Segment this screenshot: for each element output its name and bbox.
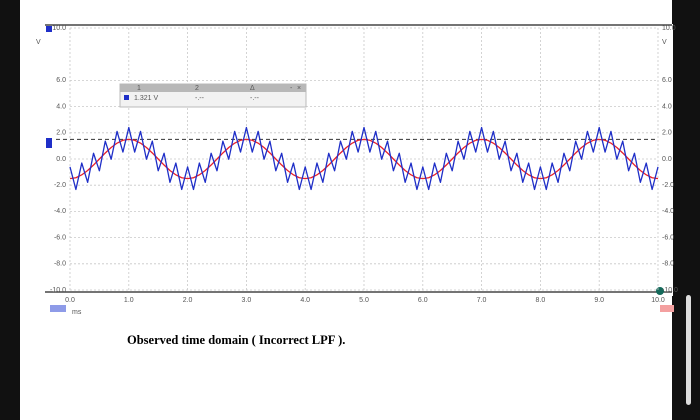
trace [69, 126, 659, 191]
cursor-header: 2 [195, 85, 199, 92]
cursor-box[interactable]: 1 2 Δ - × 1.321 V -.-- -.-- [119, 83, 307, 108]
y-tick-label: -10.0 [50, 287, 66, 294]
y-unit: V [36, 39, 41, 46]
trigger-marker[interactable] [46, 138, 52, 148]
cursor-reading: -.-- [250, 95, 260, 102]
y-tick-label: -2.0 [54, 182, 66, 189]
y-unit-right: V [662, 39, 667, 46]
channel-marker [46, 26, 52, 32]
cursor-header: 1 [137, 85, 141, 92]
y-tick-label: -6.0 [54, 234, 66, 241]
x-tick-label: 10.0 [651, 297, 665, 304]
y-tick-label: -8.0 [54, 261, 66, 268]
y-tick-label: 0.0 [56, 156, 66, 163]
y-tick-label-right: -2.0 [662, 182, 674, 189]
cursor-header: Δ [250, 85, 255, 92]
x-unit: ms [72, 309, 82, 316]
y-tick-label-right: 2.0 [662, 130, 672, 137]
x-tick-label: 7.0 [477, 297, 487, 304]
end-box [660, 305, 674, 312]
x-tick-label: 6.0 [418, 297, 428, 304]
trace [69, 138, 659, 180]
y-tick-label-right: -8.0 [662, 261, 674, 268]
close-button[interactable]: × [297, 85, 301, 92]
scrollbar[interactable] [686, 295, 691, 405]
left-border [0, 0, 20, 420]
timebase-marker [50, 305, 66, 312]
y-tick-label-right: -4.0 [662, 208, 674, 215]
scope-panel [45, 24, 673, 296]
x-tick-label: 1.0 [124, 297, 134, 304]
x-tick-label: 4.0 [300, 297, 310, 304]
x-tick-label: 0.0 [65, 297, 75, 304]
caption: Observed time domain ( Incorrect LPF ). [127, 333, 345, 347]
y-tick-label: 4.0 [56, 103, 66, 110]
cursor-swatch [124, 95, 129, 100]
y-tick-label-right: 4.0 [662, 103, 672, 110]
y-tick-label-right: 10.0 [662, 25, 676, 32]
cursor-reading: -.-- [195, 95, 205, 102]
x-tick-label: 3.0 [242, 297, 252, 304]
y-tick-label: 10.0 [52, 25, 66, 32]
x-tick-label: 2.0 [183, 297, 193, 304]
y-tick-label-right: 0.0 [662, 156, 672, 163]
cursor-reading: 1.321 V [134, 95, 158, 102]
y-tick-label: -4.0 [54, 208, 66, 215]
y-tick-label-right: -6.0 [662, 234, 674, 241]
minimize-button[interactable]: - [290, 85, 293, 92]
cursor-box-header [120, 84, 306, 92]
y-tick-label-right: -10.0 [662, 287, 678, 294]
x-tick-label: 5.0 [359, 297, 369, 304]
x-tick-label: 9.0 [594, 297, 604, 304]
y-tick-label: 2.0 [56, 130, 66, 137]
x-tick-label: 8.0 [536, 297, 546, 304]
y-tick-label: 6.0 [56, 77, 66, 84]
y-tick-label-right: 6.0 [662, 77, 672, 84]
